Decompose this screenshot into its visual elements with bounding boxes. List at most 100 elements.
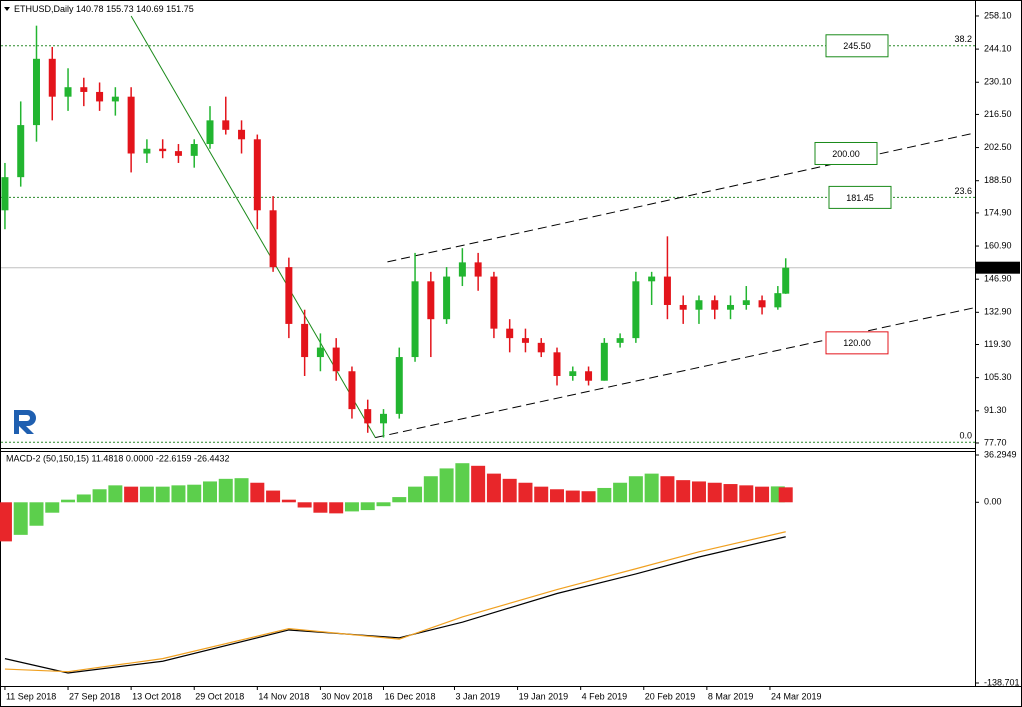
histogram-bar bbox=[723, 484, 738, 503]
histogram-bar bbox=[344, 502, 359, 512]
x-tick-label: 8 Mar 2019 bbox=[708, 691, 754, 701]
y-tick-label: 230.10 bbox=[984, 77, 1012, 87]
histogram-bar bbox=[486, 473, 501, 503]
header-low: 140.69 bbox=[136, 4, 164, 14]
y-tick-label: 119.30 bbox=[984, 339, 1011, 349]
logo bbox=[12, 408, 38, 434]
candle-body bbox=[663, 276, 671, 305]
candle-body bbox=[537, 342, 545, 353]
histogram-bar bbox=[581, 491, 596, 503]
logo-mark bbox=[14, 410, 36, 434]
histogram-bar bbox=[266, 490, 281, 503]
x-tick-label: 16 Dec 2018 bbox=[385, 691, 436, 701]
y-tick-label: 77.70 bbox=[984, 437, 1007, 447]
candle-body bbox=[679, 304, 687, 310]
histogram-bar bbox=[691, 481, 706, 503]
histogram-bar bbox=[518, 482, 533, 503]
histogram-bar bbox=[565, 490, 580, 503]
y-tick-label: 105.30 bbox=[984, 372, 1012, 382]
chart-header: ETHUSD,Daily 140.78 155.73 140.69 151.75 bbox=[14, 4, 194, 14]
symbol: ETHUSD,Daily bbox=[14, 4, 74, 14]
y-tick-label: 132.90 bbox=[984, 307, 1012, 317]
candle-body bbox=[316, 347, 324, 358]
y-tick-label: 174.90 bbox=[984, 207, 1012, 217]
histogram-bar bbox=[124, 486, 139, 503]
level-box bbox=[814, 141, 878, 165]
level-label: 181.45 bbox=[846, 193, 874, 203]
candle-body bbox=[600, 342, 608, 381]
x-tick-label: 20 Feb 2019 bbox=[645, 691, 696, 701]
candle-body bbox=[727, 304, 735, 310]
trendline bbox=[387, 132, 976, 263]
histogram-bar bbox=[739, 485, 754, 503]
histogram-bar bbox=[455, 463, 470, 503]
histogram-bar bbox=[423, 476, 438, 503]
candle-body bbox=[648, 276, 656, 282]
fib-level-label: 38.2 bbox=[954, 34, 972, 44]
macd-line bbox=[4, 536, 786, 674]
candle-body bbox=[301, 323, 309, 358]
candle-body bbox=[222, 120, 230, 130]
candle-body bbox=[1, 177, 9, 211]
histogram-bar bbox=[171, 485, 186, 503]
histogram-bar bbox=[755, 486, 770, 503]
header-open: 140.78 bbox=[76, 4, 104, 14]
x-tick-label: 27 Sep 2018 bbox=[69, 691, 120, 701]
candle-body bbox=[269, 210, 277, 268]
x-tick-label: 3 Jan 2019 bbox=[455, 691, 500, 701]
histogram-bar bbox=[281, 499, 296, 503]
level-label: 200.00 bbox=[832, 149, 860, 159]
histogram-bar bbox=[778, 487, 793, 503]
histogram-bar bbox=[676, 480, 691, 503]
histogram-bar bbox=[155, 486, 170, 503]
histogram-bar bbox=[613, 482, 628, 503]
histogram-bar bbox=[76, 494, 91, 503]
candle-body bbox=[742, 300, 750, 305]
histogram-bar bbox=[61, 499, 76, 503]
candle-body bbox=[553, 352, 561, 376]
histogram-bar bbox=[13, 502, 28, 535]
candle-body bbox=[380, 413, 388, 424]
macd-title: MACD-2 (50,150,15) 11.4818 0.0000 -22.61… bbox=[6, 453, 230, 463]
candle-body bbox=[474, 262, 482, 277]
candle-body bbox=[569, 371, 577, 376]
candle-body bbox=[17, 125, 25, 178]
symbol-icon bbox=[4, 7, 10, 11]
histogram-bar bbox=[313, 502, 328, 513]
histogram-bar bbox=[250, 482, 265, 503]
fib-level-label: 0.0 bbox=[959, 431, 972, 441]
level-box bbox=[825, 34, 889, 58]
y-tick-label: 160.90 bbox=[984, 240, 1012, 250]
level-label: 120.00 bbox=[843, 338, 871, 348]
candle-body bbox=[32, 58, 40, 126]
histogram-bar bbox=[139, 486, 154, 503]
candle-body bbox=[80, 87, 88, 92]
candle-body bbox=[285, 267, 293, 324]
histogram-bar bbox=[534, 486, 549, 503]
candle-body bbox=[395, 357, 403, 414]
x-tick-label: 24 Mar 2019 bbox=[771, 691, 822, 701]
histogram-bar bbox=[597, 487, 612, 503]
histogram-bar bbox=[234, 478, 249, 503]
candle-body bbox=[411, 281, 419, 358]
x-tick-label: 14 Nov 2018 bbox=[258, 691, 309, 701]
y-tick-label: 202.50 bbox=[984, 142, 1012, 152]
y-tick-label: 244.10 bbox=[984, 43, 1012, 53]
histogram-bar bbox=[0, 502, 12, 542]
y-tick-label: 146.90 bbox=[984, 274, 1012, 284]
x-tick-label: 11 Sep 2018 bbox=[6, 691, 56, 701]
candle-body bbox=[238, 129, 246, 140]
header-high: 155.73 bbox=[106, 4, 134, 14]
x-tick-label: 30 Nov 2018 bbox=[321, 691, 372, 701]
candle-body bbox=[364, 409, 372, 424]
x-tick-label: 4 Feb 2019 bbox=[582, 691, 628, 701]
histogram-bar bbox=[392, 497, 407, 503]
histogram-bar bbox=[439, 468, 454, 503]
candle-body bbox=[348, 371, 356, 410]
candle-body bbox=[443, 276, 451, 320]
candle-body bbox=[458, 262, 466, 277]
histogram-bar bbox=[92, 489, 107, 503]
candle-body bbox=[143, 148, 151, 154]
